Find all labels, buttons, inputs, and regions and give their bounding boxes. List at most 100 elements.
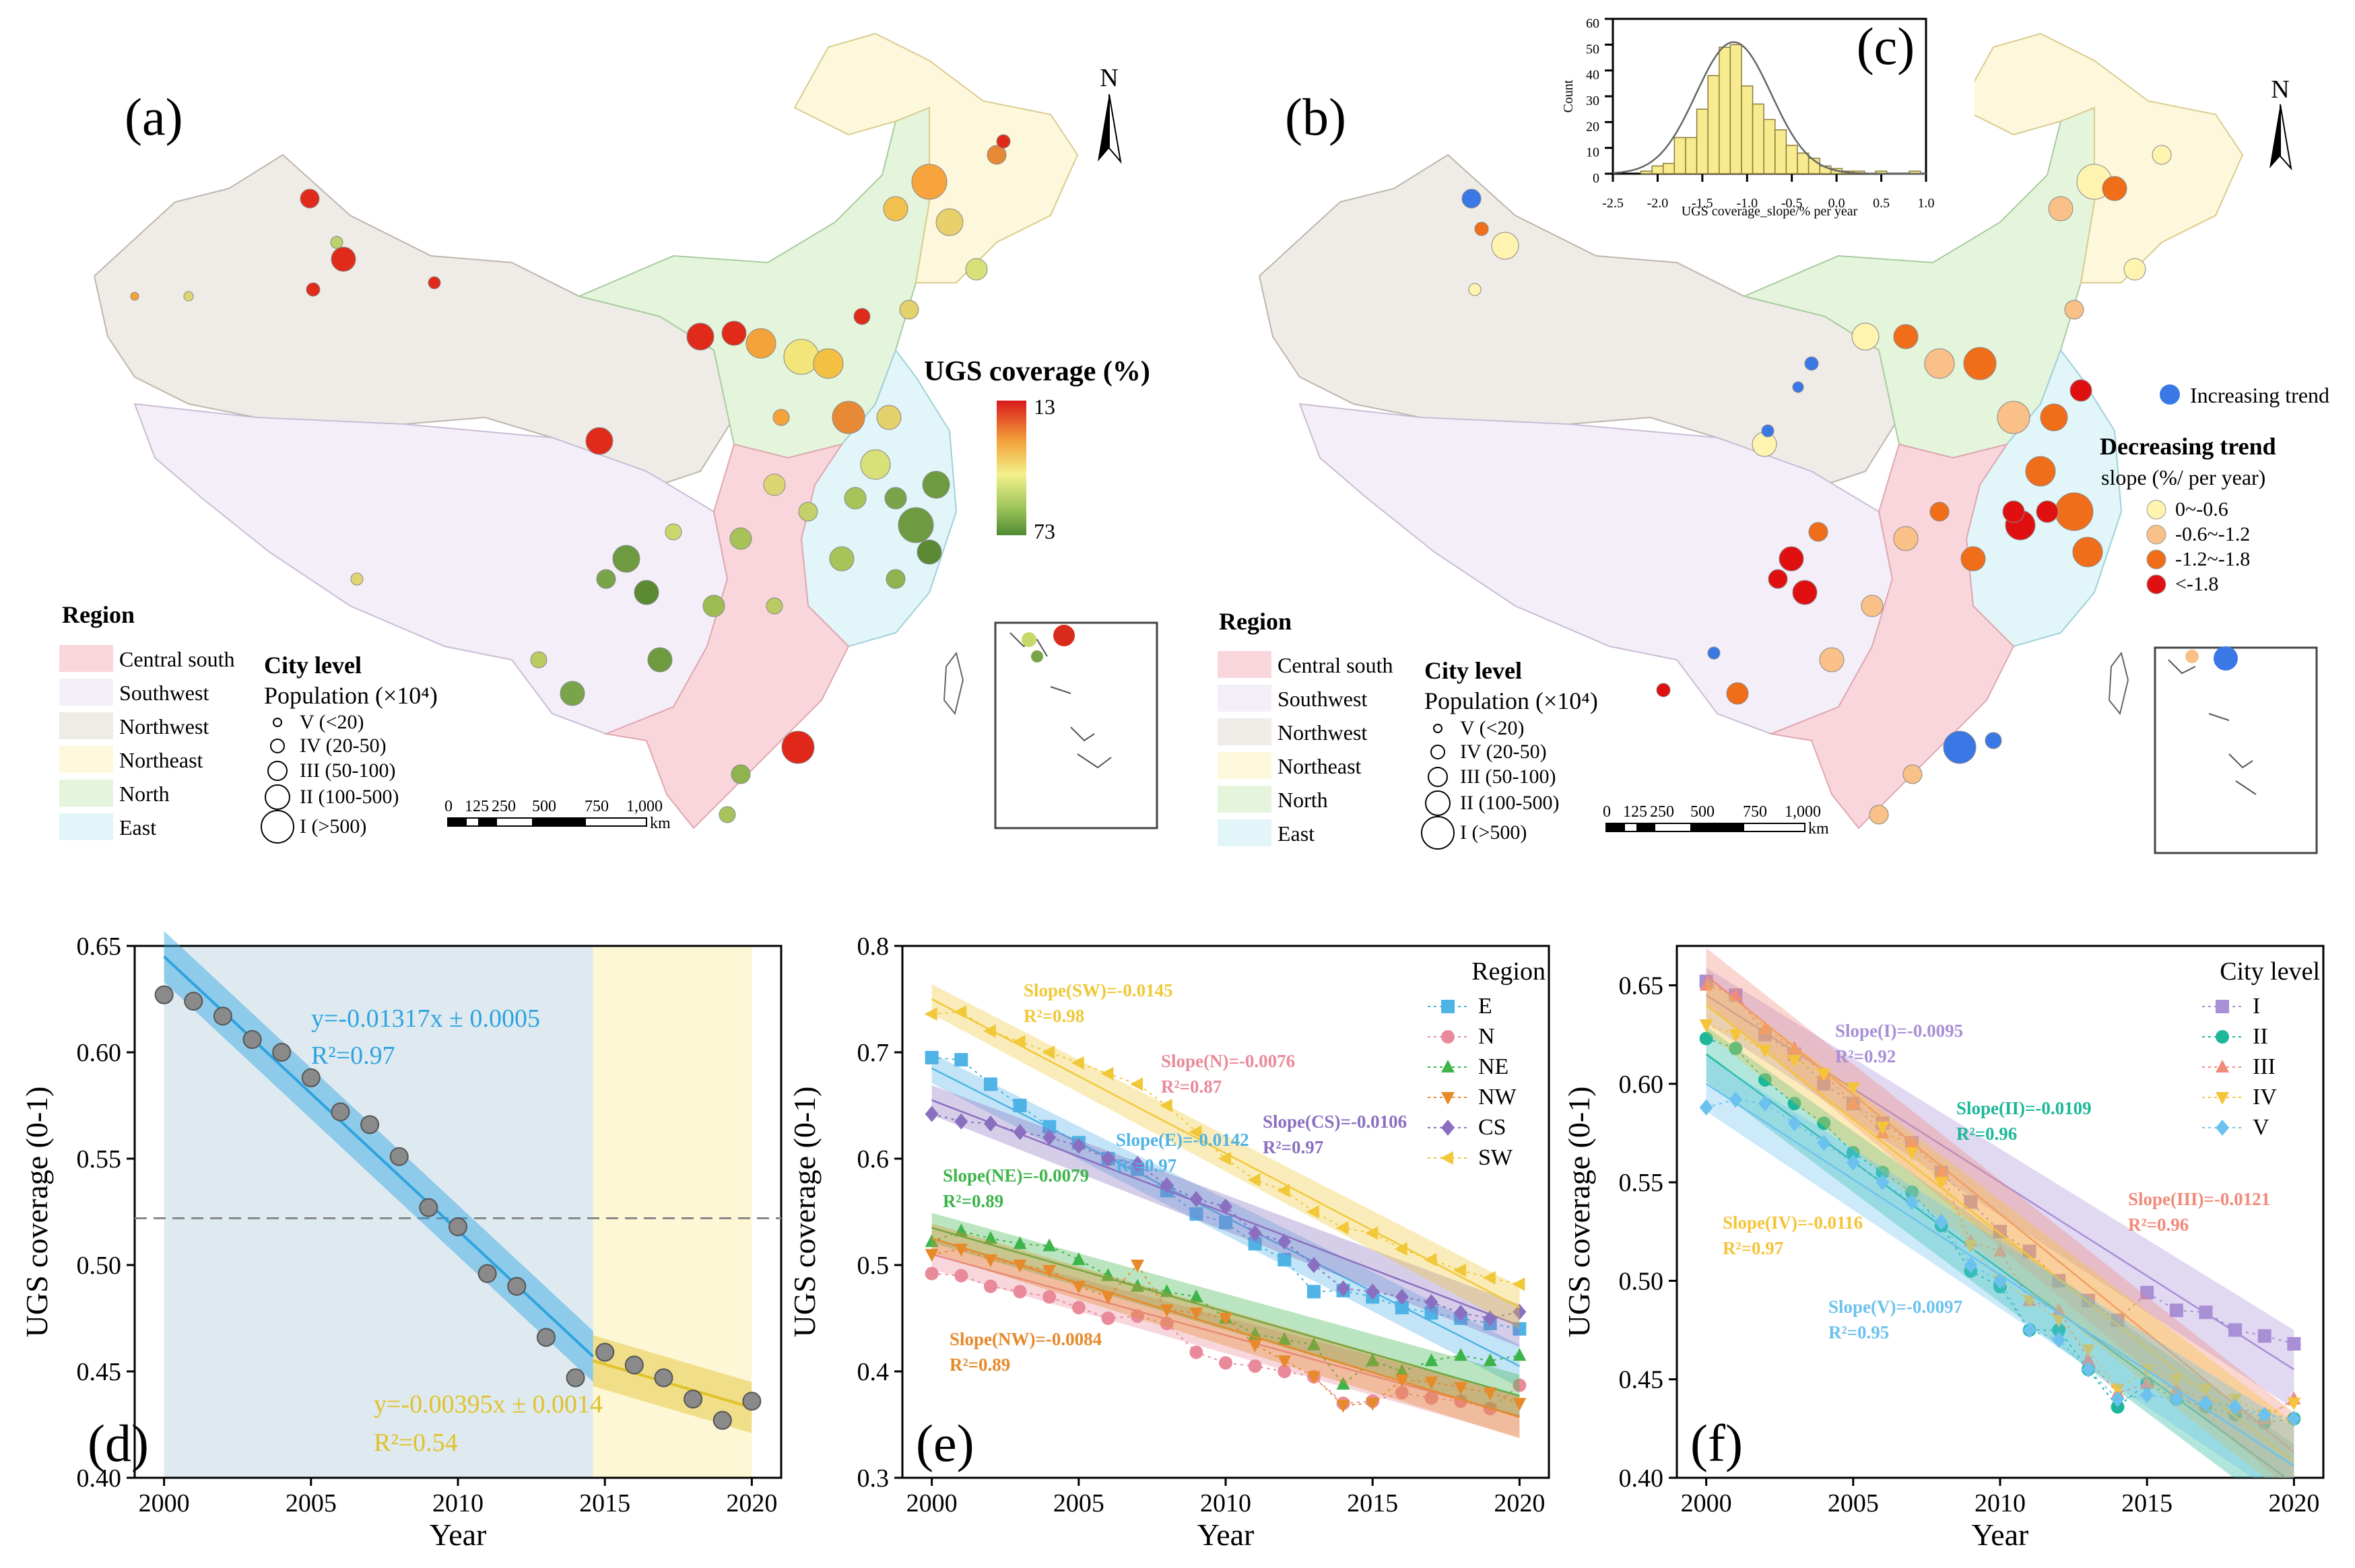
point-NW <box>1042 1264 1057 1278</box>
point-NE <box>1013 1236 1027 1250</box>
y-tick-label: 20 <box>1586 119 1599 134</box>
legend-marker-N <box>1441 1030 1455 1044</box>
r2-label-SW: R²=0.98 <box>1024 1006 1084 1026</box>
legend-label-III: III <box>2253 1054 2276 1079</box>
legend-title: City level <box>2220 957 2320 986</box>
point-NW <box>983 1254 997 1268</box>
svg-text:City level: City level <box>264 652 362 679</box>
point-NW <box>1160 1304 1174 1318</box>
fit2-r2: R²=0.54 <box>374 1429 458 1457</box>
point-CS <box>1013 1124 1027 1140</box>
point-NW <box>1395 1374 1409 1388</box>
fit-line-N <box>931 1253 1520 1417</box>
point-E <box>954 1053 968 1067</box>
point-IV <box>1846 1082 1860 1095</box>
y-axis-title: Count <box>1561 79 1576 112</box>
slope-label-III: Slope(III)=-0.0121 <box>2128 1189 2270 1209</box>
north-arrow-a: N <box>1098 64 1122 164</box>
x-tick-label: -2.0 <box>1647 196 1669 211</box>
point-III <box>2052 1303 2066 1316</box>
svg-text:N: N <box>1100 64 1118 92</box>
point-IV <box>2111 1384 2125 1397</box>
point-SW <box>1424 1253 1437 1267</box>
fit2-equation: y=-0.00395x ± 0.0014 <box>374 1390 603 1419</box>
series-line-NE <box>931 1230 1520 1386</box>
point-NW <box>1366 1398 1380 1411</box>
point-NW <box>1131 1260 1145 1272</box>
point-SW <box>1453 1263 1467 1277</box>
point-I <box>2257 1329 2271 1343</box>
svg-text:II (100-500): II (100-500) <box>1460 792 1559 814</box>
y-tick-label: 0.65 <box>1619 972 1664 1000</box>
region-central-south <box>603 443 850 829</box>
normal-fit-curve <box>1612 41 1926 175</box>
point-N <box>1513 1378 1527 1392</box>
histogram-bar <box>1729 44 1742 174</box>
svg-text:IV (20-50): IV (20-50) <box>300 735 387 757</box>
point-E <box>983 1077 997 1091</box>
histogram-bar <box>1662 162 1676 174</box>
point-II <box>2052 1323 2066 1337</box>
r2-label-NE: R²=0.89 <box>943 1191 1003 1211</box>
r2-label-I: R²=0.92 <box>1835 1046 1896 1066</box>
data-point <box>272 1043 292 1062</box>
r2-label-NW: R²=0.89 <box>950 1355 1010 1375</box>
panel-label-f: (f) <box>1690 1414 1743 1472</box>
slope-label-N: Slope(N)=-0.0076 <box>1161 1051 1295 1071</box>
point-CS <box>1160 1177 1174 1194</box>
y-tick-label: 40 <box>1586 68 1599 83</box>
legend-label-II: II <box>2253 1024 2268 1049</box>
x-tick-label: 2015 <box>579 1489 630 1518</box>
point-SW <box>1365 1226 1379 1240</box>
point-E <box>1248 1237 1262 1251</box>
x-tick-label: 2000 <box>1681 1489 1732 1518</box>
y-tick-label: 0.7 <box>857 1039 890 1067</box>
y-tick-label: 0.3 <box>857 1464 890 1493</box>
period1-shade <box>164 946 593 1478</box>
svg-text:250: 250 <box>1650 803 1674 821</box>
point-IV <box>1729 1029 1743 1042</box>
histogram-bar <box>1707 75 1720 174</box>
point-III <box>1905 1135 1919 1149</box>
panel-label-b: (b) <box>1285 88 1346 146</box>
point-NE <box>1366 1353 1380 1367</box>
legend-marker-I <box>2216 1000 2229 1013</box>
y-tick-label: 0.50 <box>1619 1267 1664 1295</box>
data-point <box>449 1217 467 1237</box>
data-point <box>742 1392 762 1411</box>
region-northwest-b <box>1258 154 1900 486</box>
svg-text:750: 750 <box>1743 803 1767 821</box>
point-IV <box>1787 1054 1801 1068</box>
x-axis-title: UGS coverage_slope/% per year <box>1682 204 1858 219</box>
point-SW <box>983 1024 996 1038</box>
point-V <box>2228 1398 2243 1415</box>
legend-marker-SW <box>1440 1151 1453 1165</box>
histogram-bar <box>1741 85 1754 174</box>
point-E <box>1306 1285 1321 1299</box>
point-II <box>1905 1185 1919 1199</box>
point-SW <box>1159 1099 1172 1112</box>
legend-label-N: N <box>1478 1024 1495 1049</box>
fit-band-IV <box>1706 977 2294 1478</box>
point-CS <box>1101 1151 1115 1167</box>
x-tick-label: 2005 <box>286 1489 337 1518</box>
point-N <box>925 1266 939 1281</box>
point-V <box>1846 1154 1860 1171</box>
point-III <box>1729 988 1743 1001</box>
svg-text:km: km <box>650 815 671 832</box>
map-panel-b: (b) N Increasing trend Decreasing trend … <box>1218 32 2329 854</box>
point-NE <box>954 1223 968 1237</box>
r2-label-III: R²=0.96 <box>2128 1215 2189 1235</box>
histogram-bar <box>1763 118 1776 174</box>
slope-label-IV: Slope(IV)=-0.0116 <box>1723 1213 1863 1233</box>
map-panel-a: (a) N UGS coverage (%) 13 73 Region Cent… <box>59 32 1158 844</box>
point-V <box>1905 1194 1919 1211</box>
svg-text:III (50-100): III (50-100) <box>1460 765 1556 788</box>
point-SW <box>1189 1125 1202 1139</box>
point-I <box>1964 1195 1978 1209</box>
data-point <box>536 1328 556 1347</box>
fit-line <box>593 1359 752 1409</box>
y-tick-label: 0.55 <box>77 1145 122 1173</box>
point-I <box>1993 1225 2007 1239</box>
y-axis-title: UGS coverage (0-1) <box>1562 1087 1596 1338</box>
